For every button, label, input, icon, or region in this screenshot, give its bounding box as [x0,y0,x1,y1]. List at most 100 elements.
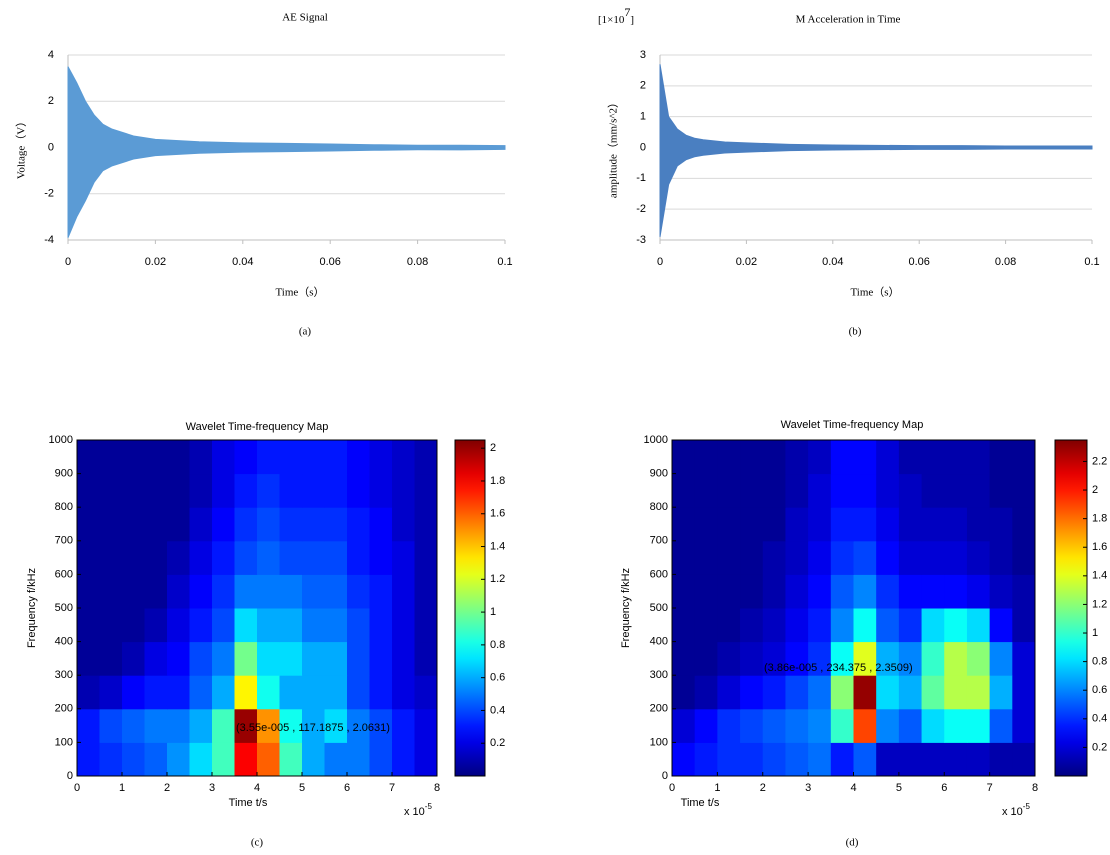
heat-cell [717,641,741,676]
heat-cell [762,440,786,475]
heat-cell [212,440,235,475]
heat-cell [234,507,258,542]
heat-cell [189,574,213,609]
heat-cell [966,473,991,508]
heat-cell [122,540,145,575]
x-multiplier: x 10-5 [404,802,432,818]
x-axis-label: Time（s） [850,286,899,299]
heat-cell [808,473,832,508]
heat-cell [944,574,968,609]
heat-cell [853,440,877,475]
heat-cell [167,742,190,777]
heat-cell [347,507,370,542]
heat-cell [167,708,190,743]
heat-cell [808,540,832,575]
heat-cell [302,675,325,710]
heat-cell [279,742,303,777]
heat-cell [324,574,348,609]
annotation: (3.86e-005 , 234.375 , 2.3509) [764,662,913,674]
heat-cell [122,574,145,609]
heat-cell [257,540,280,575]
heat-cell [944,675,968,710]
heat-cell [717,742,741,777]
caption: (b) [849,326,862,338]
heat-cell [257,641,280,676]
caption: (c) [251,837,264,849]
y-tick-label: -3 [636,234,646,246]
heat-cell [921,507,945,542]
heat-cell [279,440,303,475]
heat-cell [1012,540,1036,575]
heat-cell [167,473,190,508]
heat-cell [876,440,900,475]
heat-cell [876,708,900,743]
heat-cell [785,507,809,542]
heat-cell [324,473,348,508]
heat-cell [234,540,258,575]
y-tick-label: -2 [636,203,646,215]
heat-cell [672,507,696,542]
heat-cell [212,641,235,676]
heat-cell [234,742,258,777]
heat-cell [830,574,854,609]
heat-cell [77,675,100,710]
heat-cell [144,742,168,777]
heat-cell [966,708,991,743]
heat-cell [212,708,235,743]
heat-cell [1012,507,1036,542]
heat-cell [324,675,348,710]
heat-cell [898,574,923,609]
heat-cell [212,574,235,609]
signal-envelope [659,64,1093,148]
heat-cell [898,708,923,743]
heat-cell [740,574,764,609]
heat-cell [234,675,258,710]
heat-cell [694,742,718,777]
x-axis-label: Time t/s [681,797,720,809]
heat-cell [830,540,854,575]
y-tick-label: 4 [48,49,54,61]
heat-cell [122,675,145,710]
heat-cell [347,708,370,743]
heat-cell [189,440,213,475]
heat-cell [762,641,786,676]
x-tick-label: 0 [669,782,675,794]
heat-cell [369,675,393,710]
heat-cell [324,540,348,575]
heat-cell [898,540,923,575]
x-tick-label: 7 [389,782,395,794]
colorbar-tick-label: 2.2 [1092,455,1107,467]
heat-cell [279,708,303,743]
heat-cell [853,540,877,575]
heat-cell [853,507,877,542]
heat-cell [144,473,168,508]
heat-cell [921,574,945,609]
heat-cell [347,742,370,777]
heat-cell [279,574,303,609]
x-tick-label: 6 [344,782,350,794]
heat-cell [122,473,145,508]
colorbar-tick-label: 1.6 [490,508,505,520]
heat-cell [99,708,123,743]
heat-cell [392,708,415,743]
heat-cell [966,507,991,542]
heat-cell [921,675,945,710]
heat-cell [1012,641,1036,676]
heat-cell [369,540,393,575]
heat-cell [921,608,945,643]
heat-cell [853,641,877,676]
heat-cell [694,675,718,710]
y-axis-label: amplitude（mm/s^2） [607,97,620,198]
heat-cell [122,608,145,643]
heat-cell [853,742,877,777]
heat-cell [414,507,438,542]
heat-cell [302,507,325,542]
chart-title: AE Signal [282,12,328,24]
colorbar-tick-label: 1.6 [1092,541,1107,553]
heat-cell [279,473,303,508]
heat-cell [785,608,809,643]
heat-cell [212,473,235,508]
heat-cell [717,440,741,475]
x-tick-label: 0.04 [232,256,253,268]
heat-cell [167,608,190,643]
